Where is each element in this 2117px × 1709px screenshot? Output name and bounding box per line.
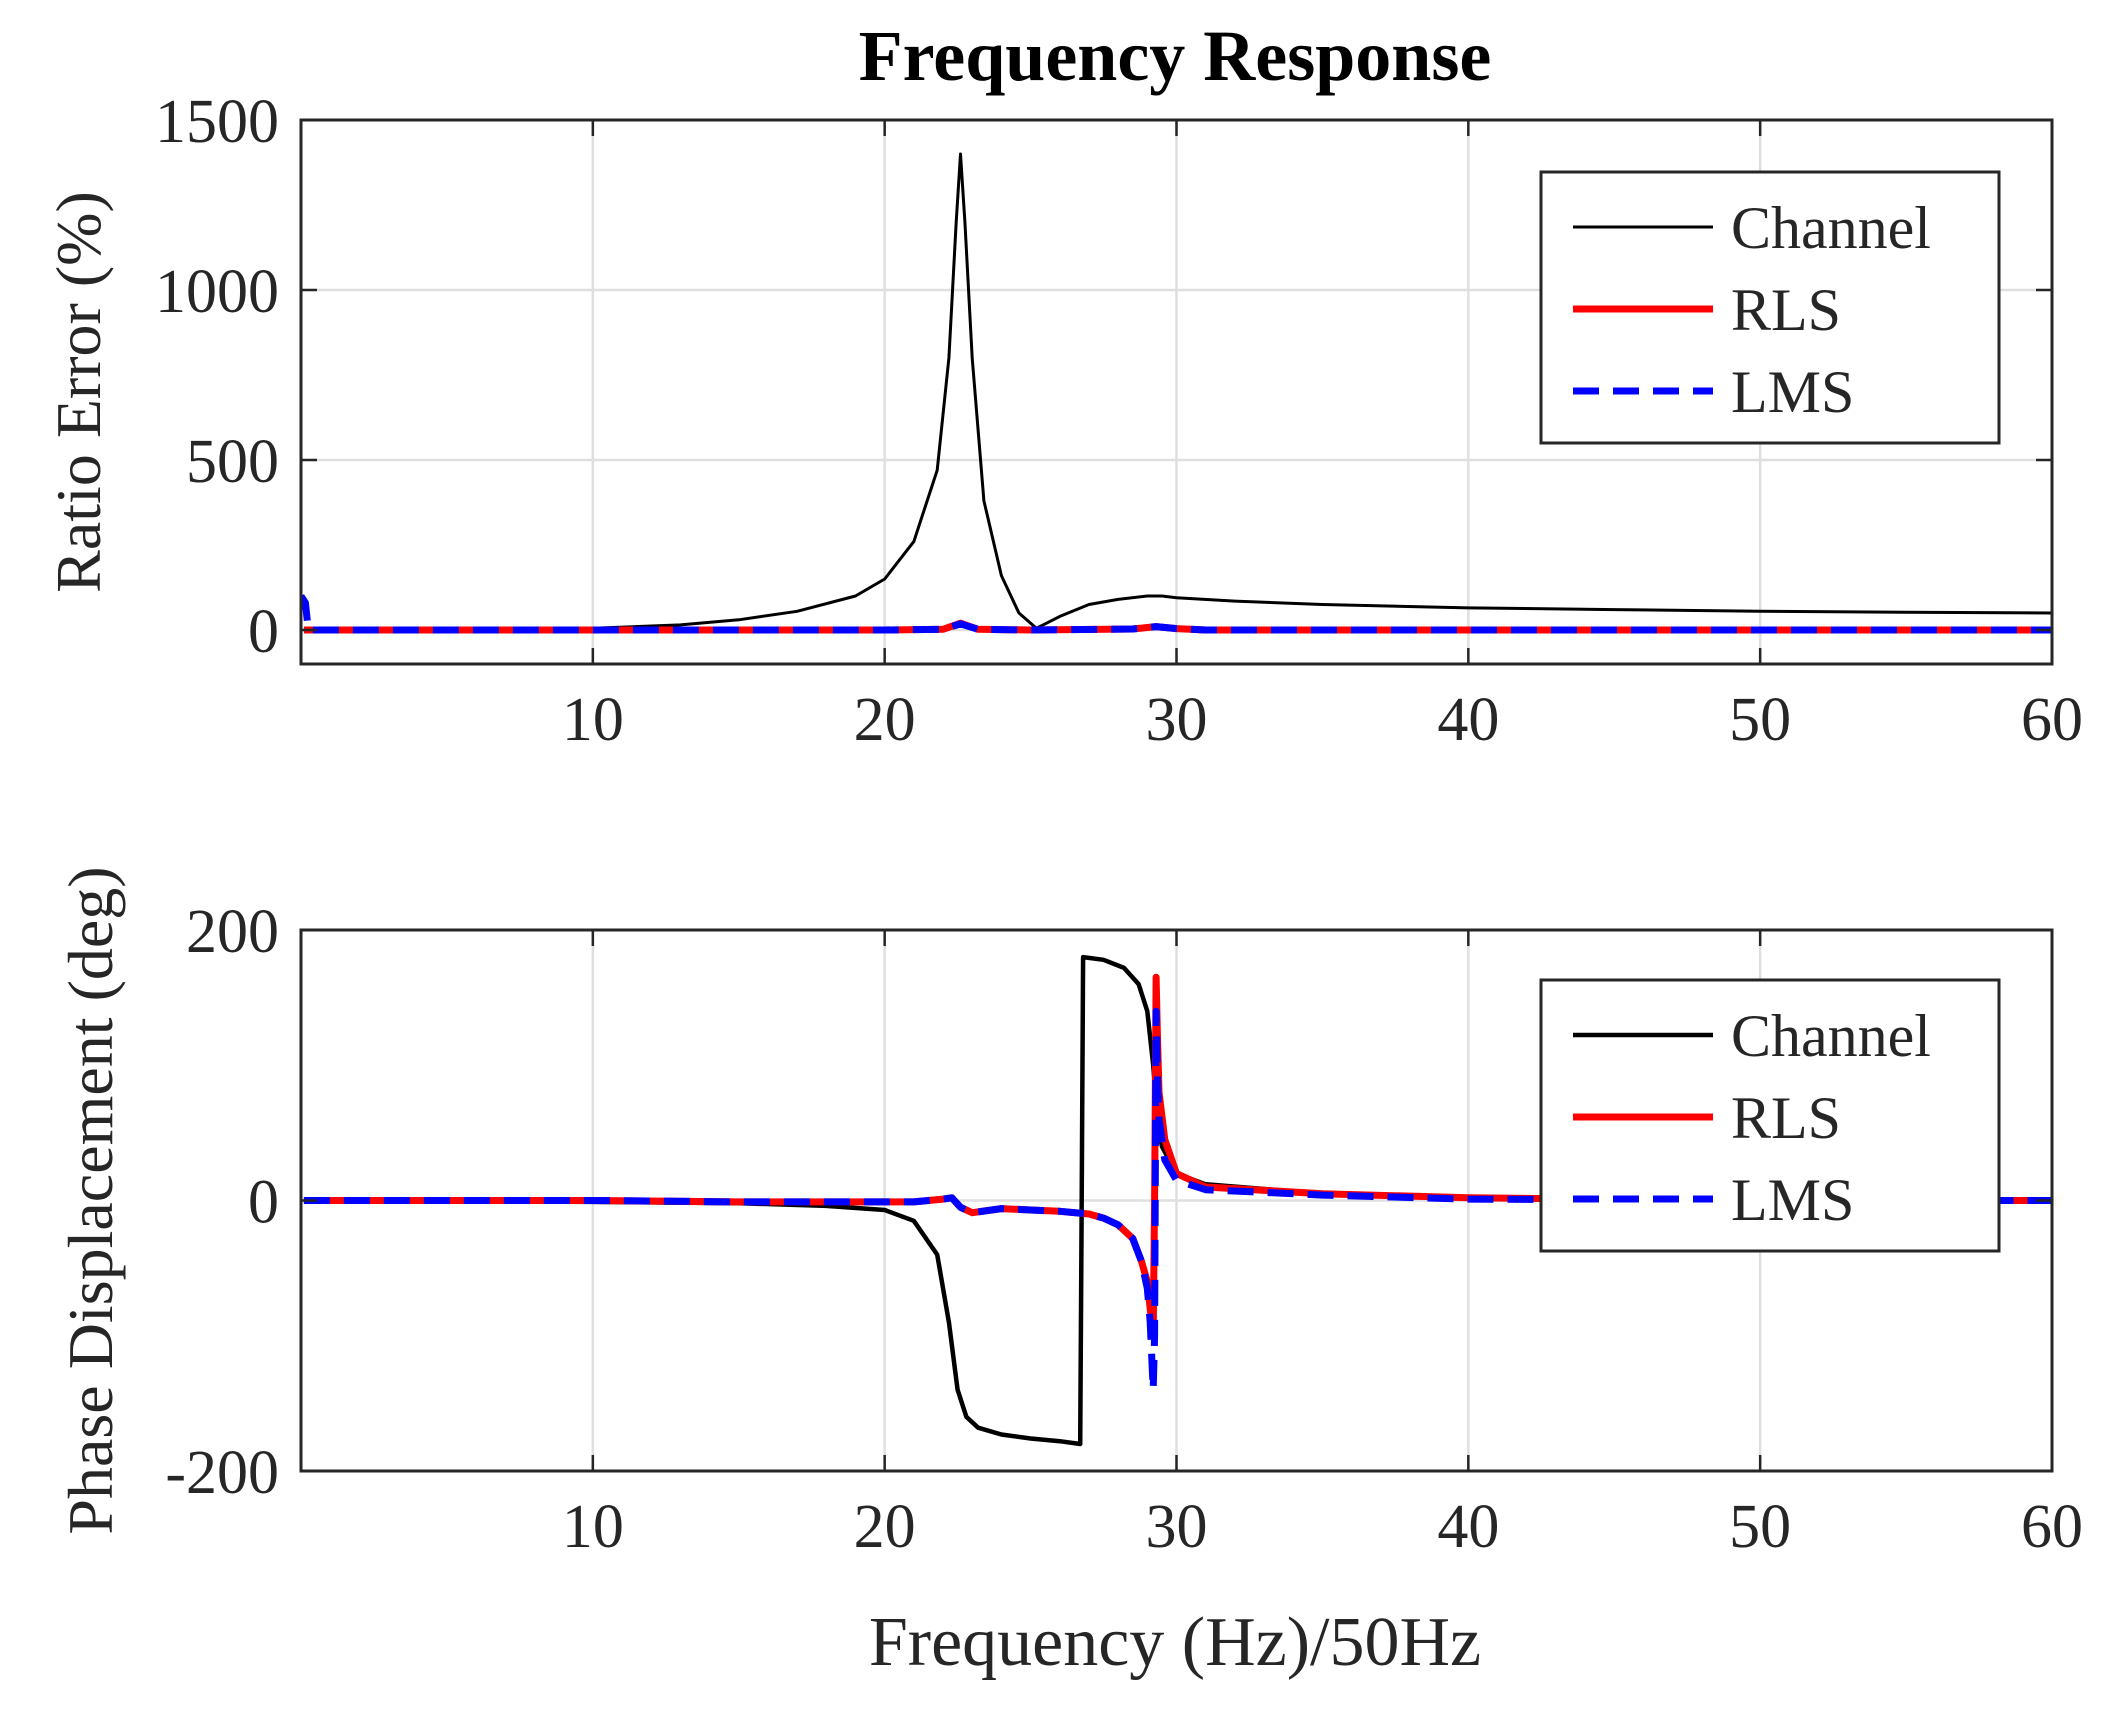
x-axis-label: Frequency (Hz)/50Hz: [869, 1604, 1481, 1681]
phase-displacement-series: [303, 954, 2052, 1447]
phase-displacement-series-lms: [303, 1007, 2052, 1394]
ratio-error-x-tick-label-60: 60: [2021, 686, 2083, 754]
phase-displacement-legend-label-rls: RLS: [1731, 1085, 1841, 1151]
phase-displacement-y-tick-label-0: 0: [248, 1169, 279, 1237]
phase-displacement-x-tick-label-30: 30: [1146, 1493, 1208, 1561]
phase-displacement-x-tick-label-20: 20: [854, 1493, 916, 1561]
phase-displacement-ticks: 10 20 30 40 50 60 -200 0 200: [165, 898, 2083, 1561]
phase-displacement-legend-label-lms: LMS: [1731, 1167, 1854, 1233]
ratio-error-plot: 10 20 30 40 50 60 0 500 1000 1500 Ratio Error (%)…: [43, 88, 2083, 754]
ratio-error-ticks: 10 20 30 40 50 60 0 500 1000 1500: [155, 88, 2083, 754]
phase-displacement-x-tick-label-40: 40: [1437, 1493, 1499, 1561]
ratio-error-legend: Channel RLS LMS: [1539, 170, 2001, 445]
phase-displacement-x-tick-label-50: 50: [1729, 1493, 1791, 1561]
phase-displacement-y-axis-label: Phase Displacement (deg): [55, 866, 126, 1534]
ratio-error-series-channel: [303, 152, 2052, 632]
ratio-error-y-tick-label-0: 0: [248, 598, 279, 666]
ratio-error-x-tick-label-40: 40: [1437, 686, 1499, 754]
phase-displacement-legend-label-channel: Channel: [1731, 1003, 1931, 1069]
phase-displacement-plot: 10 20 30 40 50 60 -200 0 200 Phase Displacement …: [55, 866, 2083, 1561]
ratio-error-x-tick-label-50: 50: [1729, 686, 1791, 754]
ratio-error-x-tick-label-10: 10: [562, 686, 624, 754]
phase-displacement-x-tick-label-60: 60: [2021, 1493, 2083, 1561]
phase-displacement-legend: Channel RLS LMS: [1539, 978, 2001, 1253]
ratio-error-x-tick-label-20: 20: [854, 686, 916, 754]
ratio-error-y-tick-label-1500: 1500: [155, 88, 279, 156]
ratio-error-y-axis-label: Ratio Error (%): [43, 191, 114, 593]
ratio-error-series-lms: [301, 594, 2052, 634]
phase-displacement-y-tick-label-200: 200: [186, 898, 279, 966]
ratio-error-y-tick-label-1000: 1000: [155, 258, 279, 326]
phase-displacement-y-tick-label-neg200: -200: [165, 1439, 279, 1507]
phase-displacement-x-tick-label-10: 10: [562, 1493, 624, 1561]
ratio-error-x-tick-label-30: 30: [1146, 686, 1208, 754]
ratio-error-legend-label-channel: Channel: [1731, 195, 1931, 261]
ratio-error-y-tick-label-500: 500: [186, 428, 279, 496]
ratio-error-legend-label-lms: LMS: [1731, 359, 1854, 425]
ratio-error-series: [301, 152, 2052, 634]
ratio-error-legend-label-rls: RLS: [1731, 277, 1841, 343]
chart-title: Frequency Response: [859, 16, 1492, 96]
